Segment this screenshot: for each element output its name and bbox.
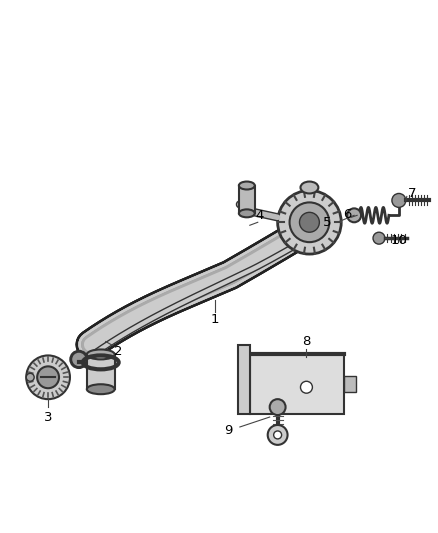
Ellipse shape bbox=[238, 182, 254, 190]
Ellipse shape bbox=[87, 350, 114, 359]
Text: 10: 10 bbox=[389, 233, 406, 247]
Text: 4: 4 bbox=[255, 209, 263, 222]
Text: 9: 9 bbox=[223, 424, 232, 438]
Bar bbox=[87, 354, 114, 389]
Text: 6: 6 bbox=[342, 208, 350, 221]
Circle shape bbox=[277, 190, 340, 254]
Bar bbox=[249, 354, 343, 414]
Circle shape bbox=[372, 232, 384, 244]
Circle shape bbox=[300, 381, 312, 393]
Circle shape bbox=[273, 431, 281, 439]
Circle shape bbox=[346, 208, 360, 222]
Circle shape bbox=[289, 203, 328, 242]
Text: 5: 5 bbox=[322, 216, 331, 229]
Circle shape bbox=[267, 425, 287, 445]
Bar bbox=[238, 185, 254, 213]
Bar bbox=[343, 376, 355, 392]
Text: 7: 7 bbox=[406, 187, 415, 200]
Text: 2: 2 bbox=[114, 345, 123, 358]
Text: 8: 8 bbox=[302, 335, 310, 348]
Circle shape bbox=[37, 366, 59, 388]
Circle shape bbox=[26, 373, 34, 381]
Circle shape bbox=[70, 351, 88, 368]
Text: 1: 1 bbox=[210, 313, 219, 326]
Circle shape bbox=[26, 356, 70, 399]
Circle shape bbox=[391, 193, 405, 207]
Circle shape bbox=[73, 353, 85, 365]
Ellipse shape bbox=[300, 182, 318, 193]
Ellipse shape bbox=[87, 384, 114, 394]
Circle shape bbox=[269, 399, 285, 415]
Ellipse shape bbox=[238, 209, 254, 217]
Circle shape bbox=[299, 212, 318, 232]
Text: 3: 3 bbox=[44, 410, 52, 424]
Bar bbox=[237, 344, 249, 414]
